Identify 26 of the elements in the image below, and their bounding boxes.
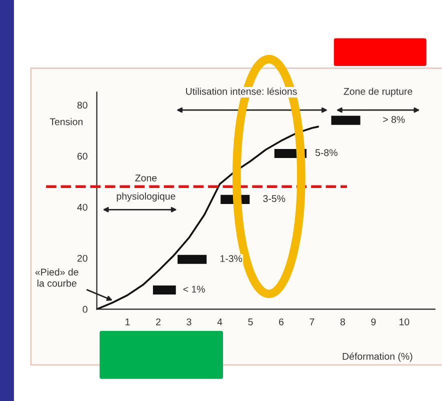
y-tick-label: 20: [77, 254, 88, 262]
x-tick-label: 8: [340, 318, 345, 326]
x-tick-label: 4: [217, 318, 222, 326]
x-tick-label: 10: [400, 318, 410, 326]
annotation: 5-8%: [315, 149, 338, 156]
x-tick-label: 7: [310, 318, 314, 326]
x-tick-label: 1: [126, 318, 130, 326]
y-tick-label: 80: [77, 102, 88, 109]
annotation: Zone de rupture: [344, 88, 412, 97]
x-tick-label: 2: [156, 318, 160, 326]
x-tick-label: 9: [371, 318, 376, 326]
annotation: Utilisation intense: lésions: [186, 88, 297, 95]
annotation: 1-3%: [220, 255, 242, 262]
y-tick-label: 60: [77, 152, 88, 160]
x-axis-title: Déformation (%): [342, 352, 412, 362]
annotation: > 8%: [383, 116, 405, 123]
x-tick-label: 5: [248, 318, 253, 326]
y-axis-title: Tension: [50, 118, 82, 126]
annotation: Zone physiologique: [116, 174, 176, 202]
annotation: «Pied» de la courbe: [35, 268, 78, 287]
annotation: 3-5%: [263, 195, 286, 202]
y-tick-label: 0: [82, 306, 88, 313]
x-tick-label: 3: [186, 318, 192, 326]
annotation: < 1%: [183, 286, 205, 293]
y-tick-label: 40: [77, 204, 88, 211]
x-tick-label: 6: [279, 318, 284, 326]
